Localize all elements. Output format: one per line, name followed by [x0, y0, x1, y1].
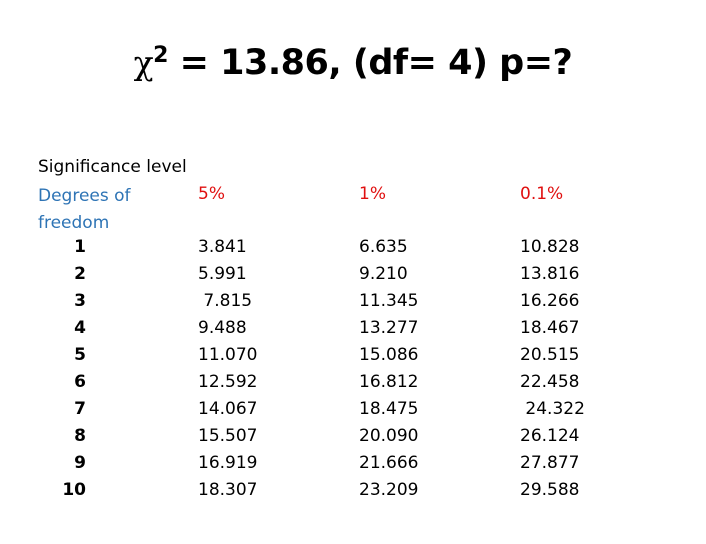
table-row: 8 15.507 20.090 26.124: [0, 423, 706, 450]
table-row: 3 7.815 11.345 16.266: [0, 288, 706, 315]
critical-value-0-1pct: 27.877: [520, 453, 580, 473]
critical-value-0-1pct: 18.467: [520, 318, 580, 338]
table-row: 10 18.307 23.209 29.588: [0, 477, 706, 504]
table-row: 6 12.592 16.812 22.458: [0, 369, 706, 396]
df-value: 4: [74, 318, 86, 338]
critical-value-0-1pct: 20.515: [520, 345, 580, 365]
df-value: 8: [74, 426, 86, 446]
critical-value-5pct: 3.841: [198, 237, 247, 257]
df-value: 9: [74, 453, 86, 473]
df-value: 5: [74, 345, 86, 365]
critical-value-5pct: 16.919: [198, 453, 258, 473]
critical-value-0-1pct: 16.266: [520, 291, 580, 311]
df-value: 1: [74, 237, 86, 257]
table-row: 2 5.991 9.210 13.816: [0, 261, 706, 288]
slide-title: χ2 = 13.86, (df= 4) p=?: [0, 38, 706, 93]
critical-value-1pct: 15.086: [359, 345, 419, 365]
critical-value-1pct: 21.666: [359, 453, 419, 473]
column-header-1pct: 1%: [359, 184, 386, 204]
critical-value-5pct: 18.307: [198, 480, 258, 500]
table-row: 9 16.919 21.666 27.877: [0, 450, 706, 477]
column-header-0-1pct: 0.1%: [520, 184, 564, 204]
critical-value-5pct: 11.070: [198, 345, 258, 365]
table-row: 1 3.841 6.635 10.828: [0, 234, 706, 261]
df-value: 7: [74, 399, 86, 419]
table-row: 5 11.070 15.086 20.515: [0, 342, 706, 369]
critical-value-5pct: 14.067: [198, 399, 258, 419]
significance-level-label: Significance level: [38, 157, 187, 177]
critical-value-0-1pct: 29.588: [520, 480, 580, 500]
critical-value-0-1pct: 24.322: [520, 399, 585, 419]
title-text: = 13.86, (df= 4) p=?: [167, 43, 573, 83]
critical-value-1pct: 18.475: [359, 399, 419, 419]
critical-value-1pct: 23.209: [359, 480, 419, 500]
table-row: 7 14.067 18.475 24.322: [0, 396, 706, 423]
critical-value-5pct: 7.815: [198, 291, 253, 311]
chi-superscript: 2: [153, 43, 168, 68]
critical-value-5pct: 9.488: [198, 318, 247, 338]
df-value: 2: [74, 264, 86, 284]
critical-value-1pct: 20.090: [359, 426, 419, 446]
critical-value-5pct: 5.991: [198, 264, 247, 284]
critical-value-5pct: 12.592: [198, 372, 258, 392]
critical-value-0-1pct: 13.816: [520, 264, 580, 284]
critical-value-1pct: 13.277: [359, 318, 419, 338]
critical-value-1pct: 16.812: [359, 372, 419, 392]
table-row: 4 9.488 13.277 18.467: [0, 315, 706, 342]
critical-value-1pct: 6.635: [359, 237, 408, 257]
critical-value-1pct: 9.210: [359, 264, 408, 284]
critical-value-5pct: 15.507: [198, 426, 258, 446]
df-value: 10: [62, 480, 86, 500]
column-header-5pct: 5%: [198, 184, 225, 204]
critical-value-1pct: 11.345: [359, 291, 419, 311]
df-value: 3: [74, 291, 86, 311]
df-value: 6: [74, 372, 86, 392]
degrees-of-freedom-label: Degrees of freedom: [38, 186, 131, 233]
critical-value-0-1pct: 26.124: [520, 426, 580, 446]
chi-symbol: χ: [133, 43, 154, 82]
critical-value-0-1pct: 10.828: [520, 237, 580, 257]
critical-value-0-1pct: 22.458: [520, 372, 580, 392]
